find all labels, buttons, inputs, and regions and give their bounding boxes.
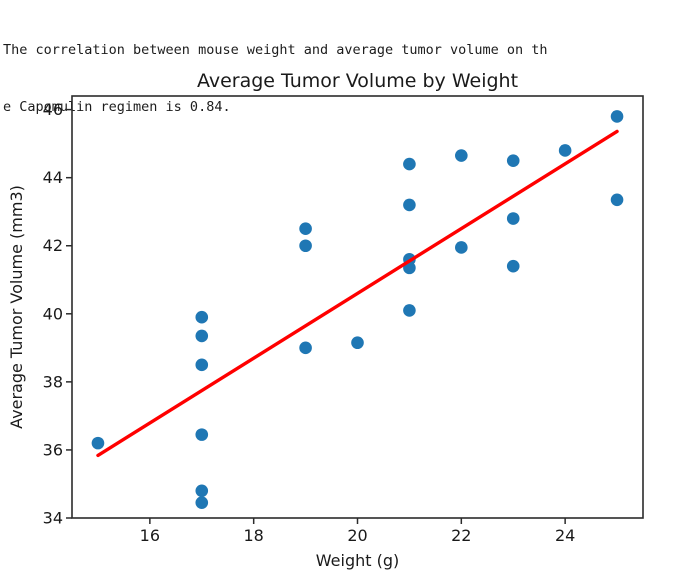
scatter-point xyxy=(455,241,468,254)
console-line: e Capomulin regimen is 0.84. xyxy=(3,99,231,115)
y-tick-label: 36 xyxy=(43,440,63,459)
y-tick-label: 46 xyxy=(43,100,63,119)
scatter-point xyxy=(610,193,624,207)
scatter-point xyxy=(195,496,209,509)
x-tick-label: 24 xyxy=(555,526,575,545)
scatter-point xyxy=(506,154,520,167)
scatter-point xyxy=(91,436,105,450)
scatter-point xyxy=(506,212,520,225)
plot-border xyxy=(71,95,644,519)
console-line: The correlation between mouse weight and… xyxy=(3,42,548,58)
scatter-point xyxy=(403,157,416,171)
scatter-point xyxy=(403,304,416,317)
scatter-point xyxy=(455,149,468,162)
scatter-point xyxy=(299,222,312,236)
x-tick-label: 20 xyxy=(347,526,367,545)
plot-area: 16 18 20 22 24 34 36 38 40 42 44 46 xyxy=(43,95,644,545)
scatter-point xyxy=(195,329,209,343)
scatter-point xyxy=(299,239,312,253)
scatter-point xyxy=(195,428,209,441)
scatter-point xyxy=(403,198,416,212)
scatter-point xyxy=(299,341,312,355)
y-tick-label: 38 xyxy=(43,372,63,391)
scatter-point xyxy=(195,484,209,498)
x-axis-label: Weight (g) xyxy=(316,551,399,570)
scatter-point xyxy=(506,259,520,273)
scatter-point xyxy=(351,336,364,350)
scatter-point xyxy=(195,310,209,324)
x-tick-label: 18 xyxy=(244,526,264,545)
y-tick-label: 42 xyxy=(43,236,63,255)
y-tick-label: 34 xyxy=(43,509,63,528)
chart-title: Average Tumor Volume by Weight xyxy=(197,70,518,92)
scatter-point xyxy=(610,110,624,123)
scatter-point xyxy=(558,144,572,157)
y-axis-label: Average Tumor Volume (mm3) xyxy=(7,185,26,429)
y-tick-label: 40 xyxy=(43,304,63,323)
regression-line xyxy=(96,129,619,458)
x-tick-label: 16 xyxy=(140,526,160,545)
console-output: The correlation between mouse weight and… xyxy=(3,3,672,136)
y-tick-label: 44 xyxy=(43,168,63,187)
x-tick-label: 22 xyxy=(451,526,471,545)
scatter-point xyxy=(195,358,209,372)
